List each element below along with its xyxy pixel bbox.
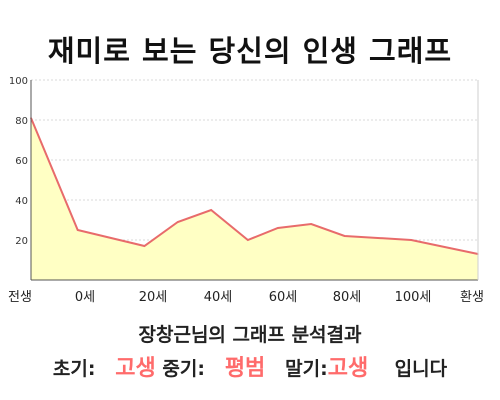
x-tick-label: 40세: [204, 290, 233, 305]
x-tick-label: 환생: [460, 290, 484, 305]
ending-text: 입니다: [394, 358, 448, 380]
x-tick-label: 100세: [395, 290, 432, 305]
late-value: 고생: [327, 356, 369, 381]
data-point: [143, 245, 146, 247]
x-tick-label: 20세: [139, 290, 168, 305]
x-tick-label: 60세: [269, 290, 298, 305]
analysis-subtitle: 장창근님의 그래프 분석결과: [138, 324, 362, 346]
data-point: [247, 239, 249, 241]
y-tick-label: 60: [15, 156, 28, 167]
x-tick-label: 0세: [75, 290, 95, 305]
data-point: [410, 239, 413, 241]
early-label: 초기:: [52, 358, 96, 380]
data-point: [343, 235, 346, 237]
data-point: [176, 221, 179, 223]
y-tick-label: 80: [15, 116, 28, 127]
data-point: [210, 209, 212, 211]
analysis-result: 초기: 고생 중기: 평범 말기:고생 입니다: [0, 350, 500, 382]
x-tick-label: 전생: [8, 290, 32, 305]
early-value: 고생: [115, 356, 156, 381]
y-tick-label: 20: [15, 236, 28, 247]
y-tick-label: 100: [9, 76, 28, 87]
data-point: [76, 229, 79, 231]
mid-value: 평범: [224, 356, 266, 381]
x-tick-label: 80세: [333, 290, 362, 305]
mid-label: 중기:: [162, 358, 205, 380]
chart-title: 재미로 보는 당신의 인생 그래프: [47, 34, 453, 68]
data-point: [277, 227, 279, 229]
y-tick-label: 40: [15, 196, 28, 207]
data-point: [310, 223, 313, 225]
area-fill: [31, 118, 478, 280]
late-label: 말기:: [285, 358, 328, 380]
